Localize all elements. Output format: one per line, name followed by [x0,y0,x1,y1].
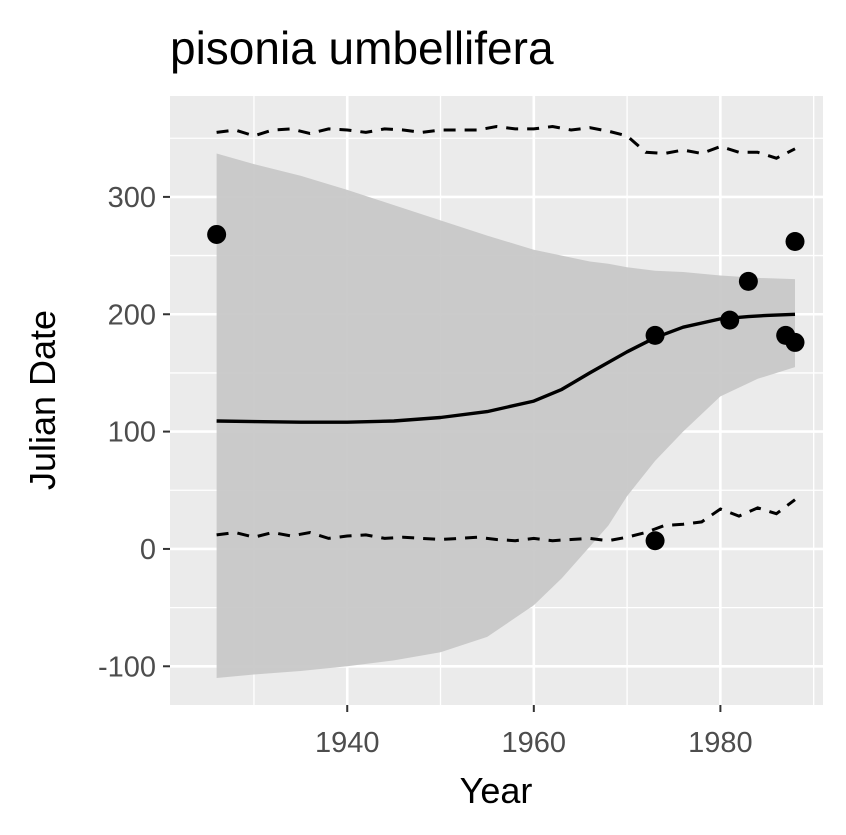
y-axis-title: Julian Date [22,310,63,490]
y-tick-label: 100 [108,417,156,449]
y-tick-label: 300 [108,182,156,214]
data-point [720,310,740,330]
data-point [645,531,665,551]
x-tick-labels: 1940 1960 1980 [315,727,753,759]
x-tick-label: 1960 [502,727,567,759]
data-point [645,325,665,345]
data-point [785,232,805,252]
y-tick-label: 200 [108,299,156,331]
x-axis-title: Year [460,770,533,811]
upper-dashed-line [216,124,796,160]
x-tick-label: 1940 [315,727,380,759]
lower-dashed-line [216,498,796,543]
chart-title: pisonia umbellifera [170,22,554,74]
dashed-bounds [216,124,796,543]
data-points [207,224,805,551]
data-point [785,332,805,352]
confidence-band-area [216,153,796,678]
data-point [738,271,758,291]
axis-ticks [163,195,722,712]
data-point [207,224,227,244]
confidence-band [216,153,796,678]
y-tick-label: -100 [98,651,156,683]
x-tick-label: 1980 [688,727,753,759]
y-tick-labels: -100 0 100 200 300 [98,182,156,683]
y-tick-label: 0 [140,534,156,566]
